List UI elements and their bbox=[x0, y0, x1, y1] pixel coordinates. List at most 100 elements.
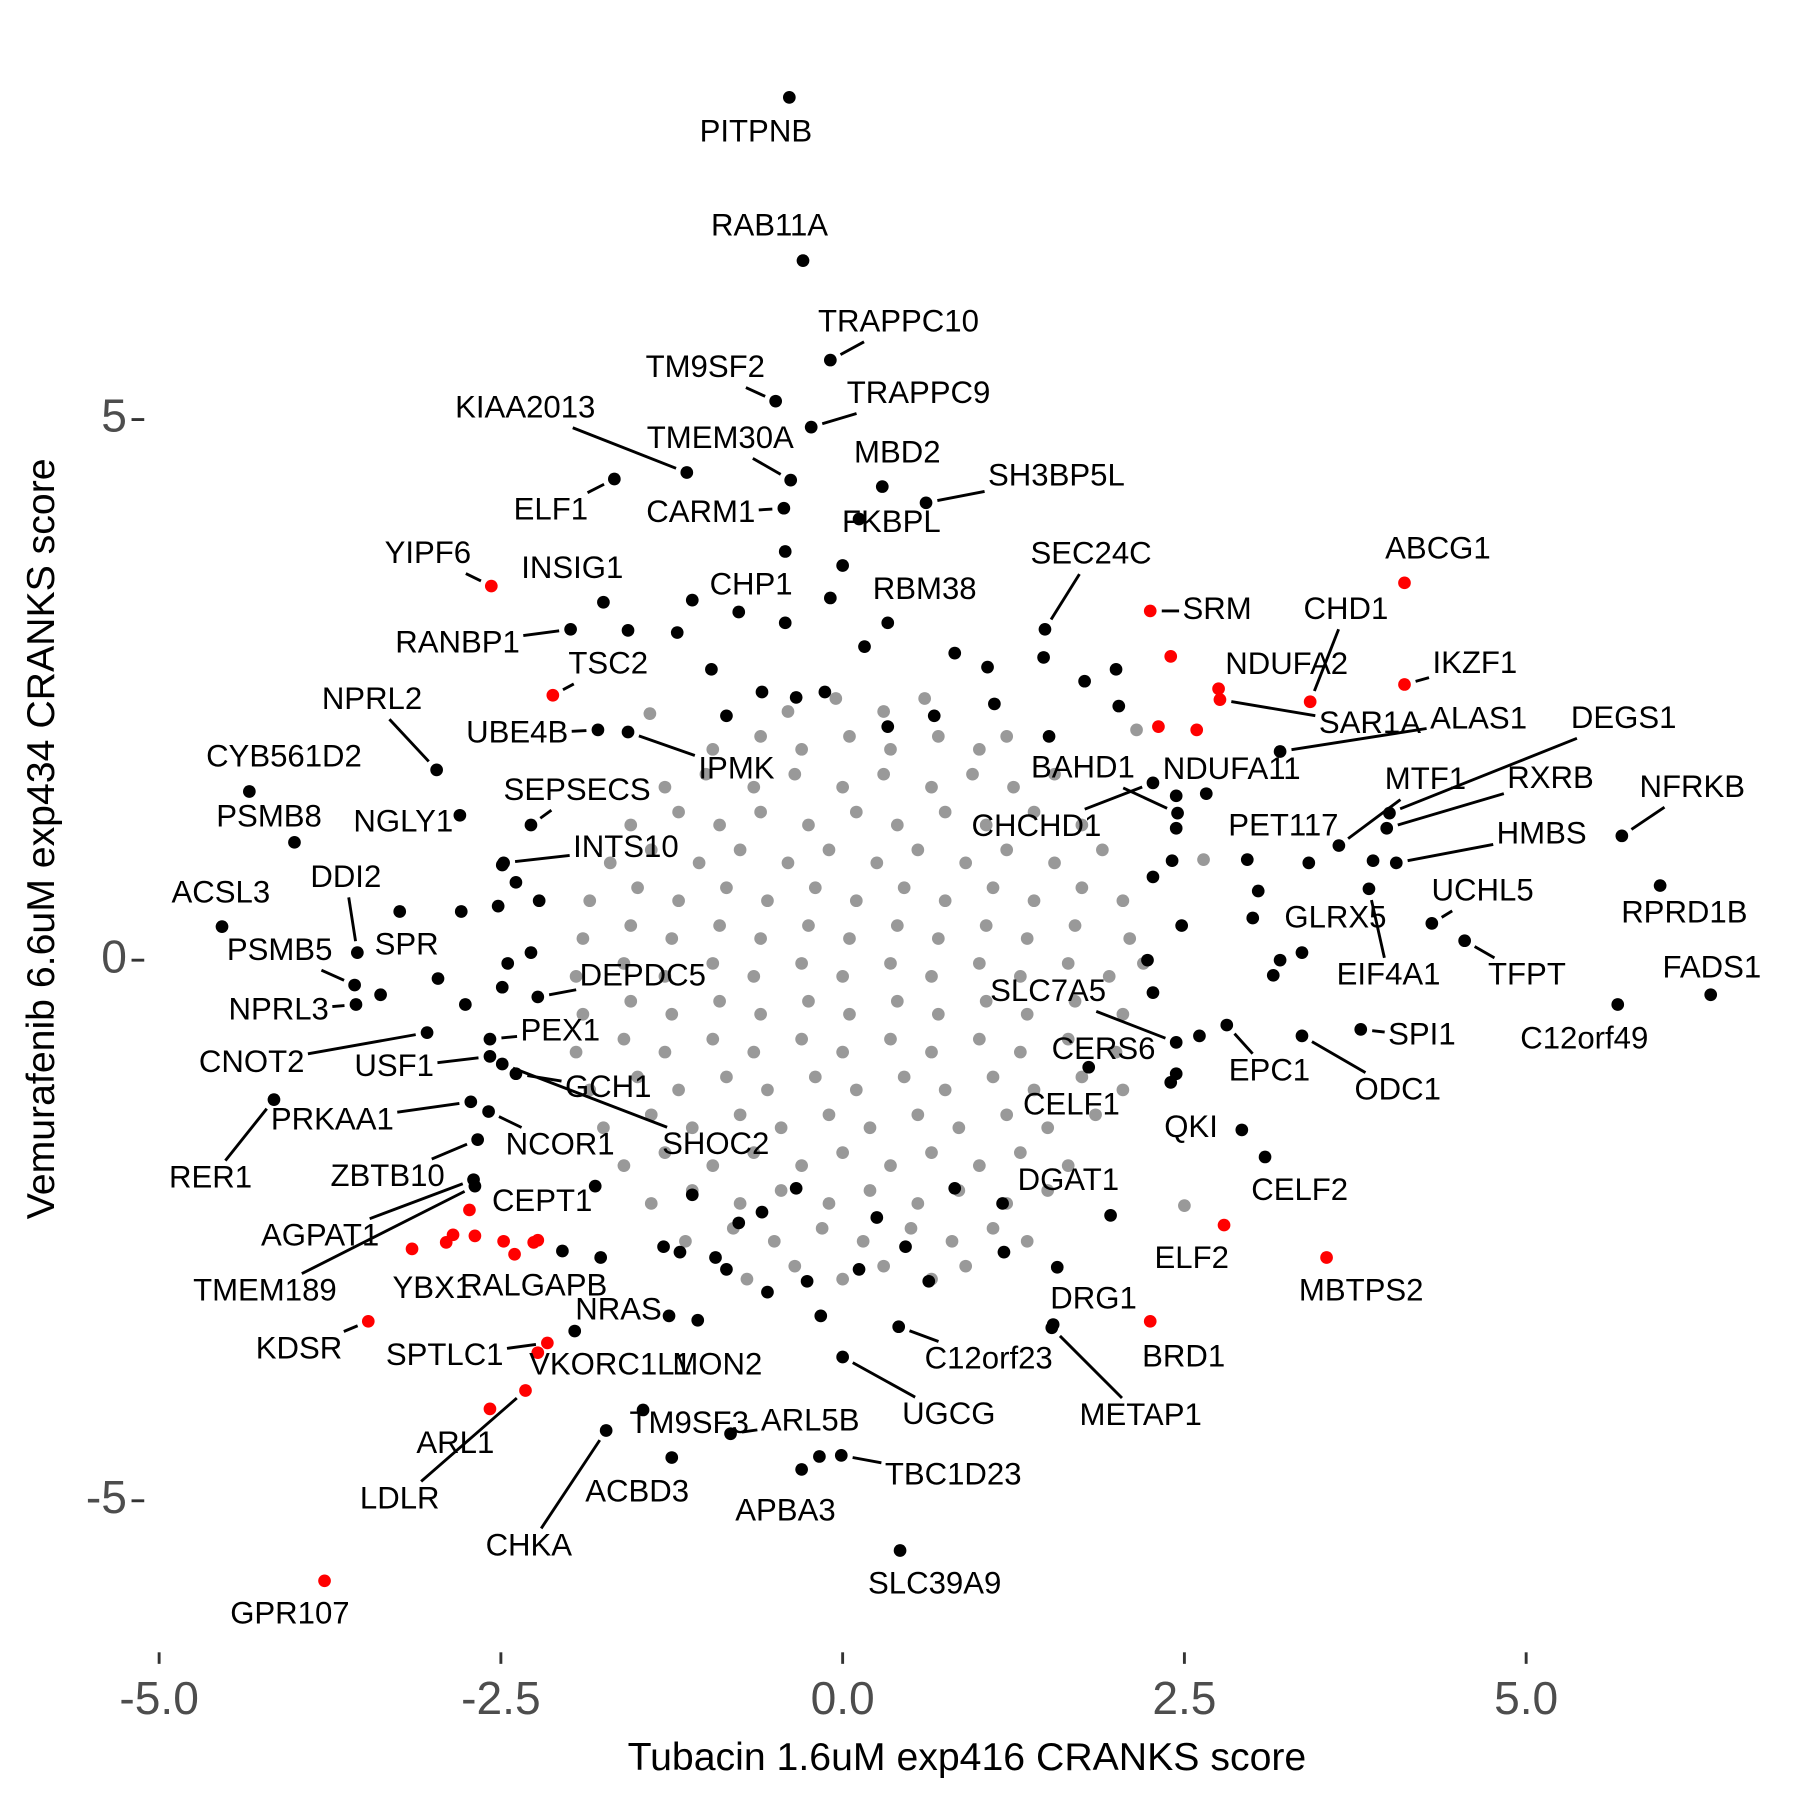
x-tick-label: -2.5 bbox=[461, 1672, 541, 1724]
point bbox=[594, 1251, 608, 1264]
point bbox=[1615, 829, 1629, 843]
point bbox=[215, 920, 229, 933]
point bbox=[267, 1093, 281, 1106]
point bbox=[692, 856, 706, 870]
leader-line bbox=[1231, 700, 1316, 718]
point bbox=[430, 763, 443, 777]
point-label: PEX1 bbox=[521, 1012, 601, 1047]
point bbox=[1116, 894, 1130, 908]
point-label: RXRB bbox=[1507, 760, 1594, 795]
point bbox=[856, 1234, 870, 1248]
point-label: LDLR bbox=[360, 1480, 440, 1515]
point bbox=[463, 1203, 476, 1217]
point bbox=[680, 466, 694, 479]
point bbox=[706, 1032, 720, 1046]
point bbox=[952, 1121, 966, 1135]
point bbox=[495, 980, 509, 994]
y-tick-label: 5 bbox=[101, 390, 127, 442]
leader-line bbox=[437, 1056, 479, 1065]
point-label: DEGS1 bbox=[1571, 700, 1677, 735]
leader-line bbox=[540, 1439, 601, 1530]
point bbox=[1078, 674, 1091, 688]
point-label: TRAPPC10 bbox=[818, 303, 979, 338]
leader-line bbox=[937, 489, 985, 503]
point bbox=[1061, 957, 1075, 970]
leader-line bbox=[501, 1034, 518, 1040]
point-label: IKZF1 bbox=[1432, 645, 1517, 680]
point bbox=[658, 780, 672, 794]
point-label: MTF1 bbox=[1385, 761, 1466, 796]
point bbox=[706, 742, 720, 756]
point-label: RANBP1 bbox=[395, 625, 520, 660]
point bbox=[685, 593, 699, 607]
point bbox=[1266, 968, 1280, 982]
point bbox=[644, 1108, 658, 1122]
point bbox=[822, 1108, 836, 1122]
point bbox=[884, 742, 897, 756]
point-label: CELF2 bbox=[1251, 1172, 1348, 1207]
point bbox=[621, 725, 635, 739]
point bbox=[471, 1133, 484, 1147]
point bbox=[778, 616, 792, 630]
point bbox=[948, 646, 962, 660]
point-label: USF1 bbox=[354, 1048, 434, 1083]
point bbox=[863, 1184, 877, 1197]
point bbox=[1014, 970, 1027, 983]
point bbox=[439, 1236, 453, 1249]
point-label: KIAA2013 bbox=[455, 389, 595, 424]
point-label: SPI1 bbox=[1388, 1017, 1456, 1052]
point-label: SRM bbox=[1183, 591, 1252, 626]
x-tick-label: 2.5 bbox=[1152, 1672, 1216, 1724]
point-label: YBX1 bbox=[393, 1270, 473, 1305]
point bbox=[802, 818, 815, 832]
point bbox=[754, 805, 767, 819]
point bbox=[501, 957, 515, 970]
point bbox=[836, 1045, 849, 1059]
point bbox=[531, 1346, 545, 1360]
point bbox=[986, 1070, 1000, 1084]
point bbox=[468, 1229, 482, 1243]
point-label: FADS1 bbox=[1663, 950, 1762, 985]
point bbox=[972, 1032, 986, 1046]
point bbox=[781, 705, 795, 718]
point-label: METAP1 bbox=[1080, 1397, 1202, 1432]
point bbox=[890, 919, 904, 932]
point bbox=[1258, 1150, 1272, 1164]
point bbox=[672, 1083, 685, 1097]
point bbox=[431, 972, 445, 985]
point-label: TFPT bbox=[1488, 957, 1566, 992]
point bbox=[1398, 678, 1411, 691]
point bbox=[468, 1179, 482, 1193]
point bbox=[996, 1197, 1009, 1210]
point bbox=[1146, 870, 1160, 884]
point-label: ARL5B bbox=[761, 1402, 860, 1437]
point bbox=[892, 1320, 906, 1334]
point bbox=[1143, 1314, 1157, 1328]
point bbox=[1458, 934, 1471, 948]
point-label: RPRD1B bbox=[1621, 895, 1747, 930]
point bbox=[636, 1403, 650, 1417]
leader-line bbox=[523, 629, 560, 638]
point bbox=[318, 1574, 331, 1588]
point bbox=[393, 905, 407, 918]
point bbox=[1096, 843, 1109, 857]
point bbox=[1050, 1260, 1064, 1274]
point-label: ELF1 bbox=[514, 492, 588, 527]
point bbox=[1116, 1083, 1130, 1097]
point bbox=[658, 1146, 672, 1159]
point bbox=[454, 905, 468, 918]
point-label: ACSL3 bbox=[172, 875, 271, 910]
point bbox=[890, 818, 904, 832]
point bbox=[658, 970, 672, 983]
point-label: MON2 bbox=[672, 1347, 762, 1382]
point bbox=[843, 1007, 856, 1021]
x-tick-label: 5.0 bbox=[1494, 1672, 1558, 1724]
leader-line bbox=[572, 426, 677, 470]
point bbox=[524, 946, 538, 959]
point-label: MBD2 bbox=[854, 435, 941, 470]
leader-line bbox=[388, 718, 430, 763]
point bbox=[1027, 894, 1041, 908]
point bbox=[877, 1259, 890, 1273]
point bbox=[713, 919, 726, 932]
